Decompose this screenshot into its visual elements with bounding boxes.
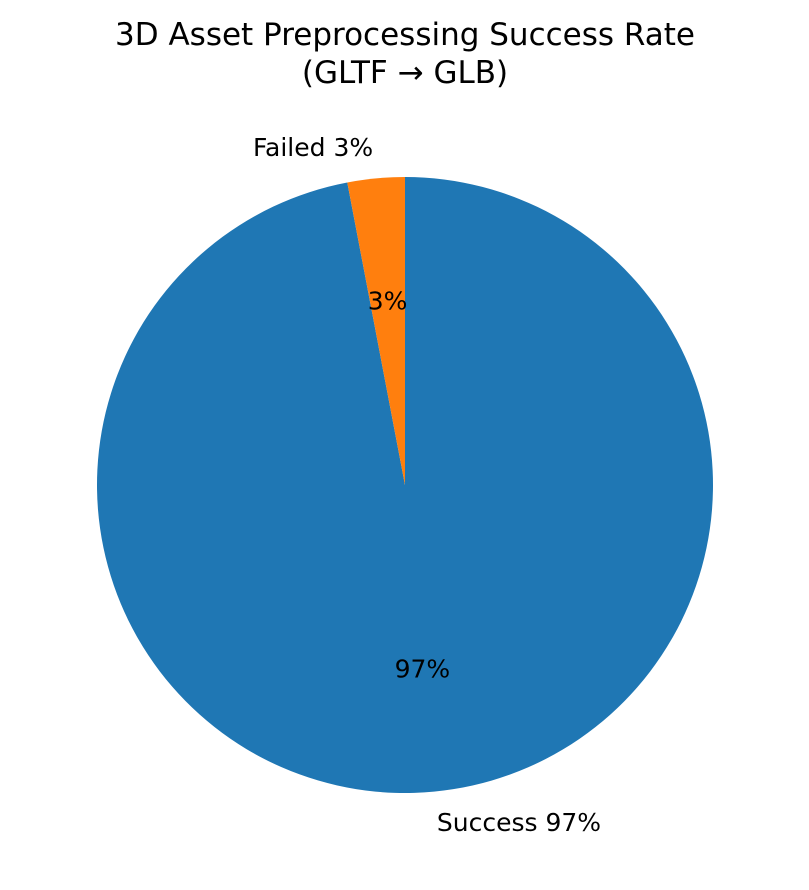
slice-label-failed: Failed 3%: [253, 133, 373, 162]
slice-percent-failed: 3%: [368, 287, 408, 316]
chart-title-line-1: 3D Asset Preprocessing Success Rate: [115, 17, 695, 53]
slice-percent-success: 97%: [395, 654, 451, 683]
slice-label-success: Success 97%: [437, 808, 601, 837]
pie-slices: [96, 177, 713, 793]
chart-title-line-2: (GLTF → GLB): [302, 55, 508, 91]
pie-slice-success: [96, 177, 713, 793]
pie-slice-failed: [347, 177, 405, 485]
pie-labels: Success 97% 97% Failed 3% 3%: [253, 133, 601, 837]
